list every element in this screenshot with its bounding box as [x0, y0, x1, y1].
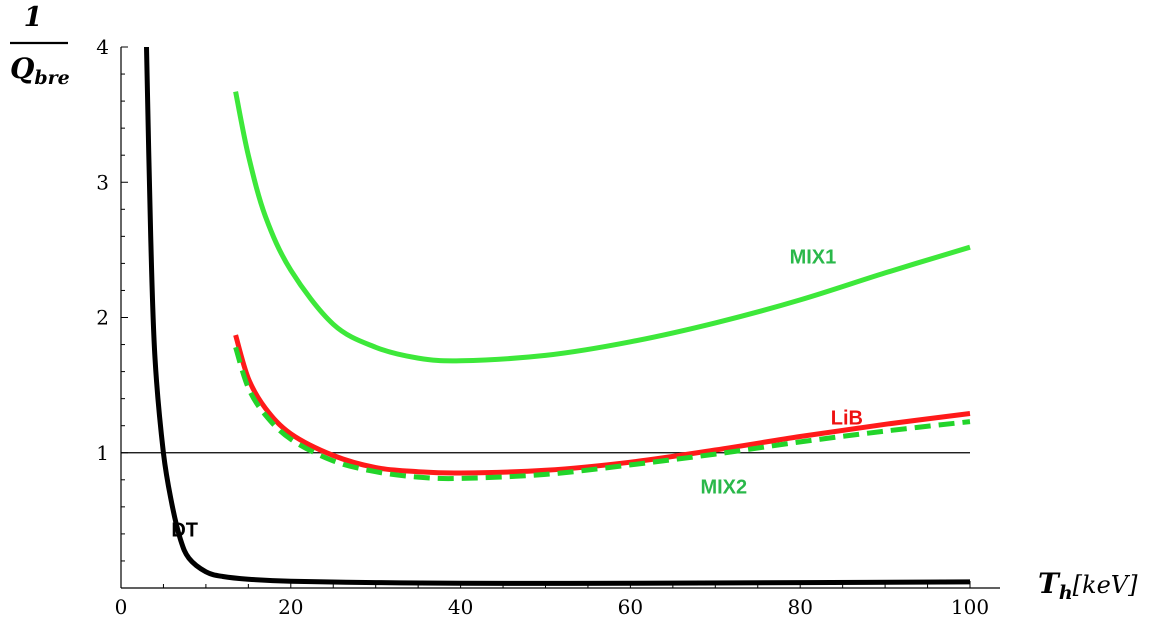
- annotations: DT MIX1 LiB MIX2: [171, 246, 863, 541]
- series-label-dt: DT: [171, 520, 198, 542]
- series-line-mix1: [233, 91, 971, 364]
- y-axis-title: 1 Qbre: [10, 2, 70, 89]
- series-line-mix2: [233, 346, 971, 482]
- x-tick-label: 20: [278, 595, 303, 619]
- y-tick-label: 2: [96, 306, 109, 330]
- y-tick-label: 4: [96, 35, 109, 59]
- y-axis-title-symbol: Q: [10, 52, 34, 85]
- series-label-mix1: MIX1: [790, 246, 837, 268]
- series-label-lib: LiB: [831, 407, 863, 429]
- x-axis-title-symbol: T: [1038, 567, 1061, 600]
- x-tick-label: 80: [787, 595, 812, 619]
- tick-labels: 0 20 40 60 80 100 1 2 3 4: [96, 35, 989, 619]
- series-label-mix2: MIX2: [700, 476, 747, 498]
- x-axis-title-unit: [keV]: [1073, 571, 1138, 599]
- x-axis-title: Th[keV]: [1038, 567, 1138, 604]
- axes: [120, 47, 1000, 589]
- y-tick-label: 1: [96, 441, 109, 465]
- x-tick-label: 0: [115, 595, 128, 619]
- x-tick-label: 40: [448, 595, 473, 619]
- x-tick-label: 100: [951, 595, 989, 619]
- y-axis-title-numerator: 1: [24, 2, 43, 33]
- y-tick-label: 3: [96, 170, 109, 194]
- y-axis-title-denominator: Qbre: [10, 52, 70, 89]
- x-tick-label: 60: [618, 595, 643, 619]
- x-axis-title-subscript: h: [1059, 582, 1073, 604]
- series-line-dt: [144, 47, 971, 586]
- ticks: [121, 46, 971, 588]
- y-axis-title-subscript: bre: [34, 67, 69, 89]
- series-line-lib: [233, 334, 971, 476]
- series-group: [144, 47, 971, 586]
